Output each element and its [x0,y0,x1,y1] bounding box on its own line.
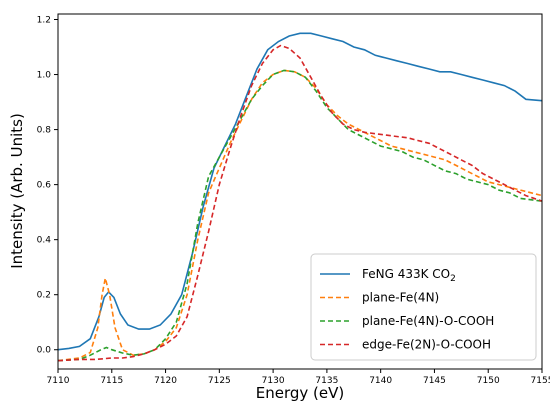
x-tick-label: 7120 [154,376,177,386]
x-tick-label: 7145 [423,376,446,386]
legend-label-1: plane-Fe(4N) [362,291,439,305]
x-tick-label: 7155 [531,376,550,386]
y-tick-label: 1.2 [37,16,51,26]
y-tick-label: 0.6 [37,181,52,191]
x-axis-title: Energy (eV) [256,384,344,402]
series-line-1 [57,69,543,362]
plot-frame [57,13,543,370]
x-tick-label: 7110 [47,376,70,386]
legend-label-2: plane-Fe(4N)-O-COOH [362,314,494,328]
y-tick-label: 0.8 [37,126,52,136]
series-line-2 [57,69,543,362]
series-layer [57,32,543,362]
legend-label-subscript: 2 [450,274,456,284]
series-line-3 [57,44,543,362]
series-line-0 [57,32,543,351]
legend-label-3: edge-Fe(2N)-O-COOH [362,338,491,352]
legend-label-text: FeNG 433K CO [362,267,450,281]
legend-label-text: plane-Fe(4N)-O-COOH [362,314,494,328]
x-tick-label: 7115 [100,376,123,386]
y-tick-label: 0.2 [37,291,51,301]
x-axis-ticks: 7110 7115 7120 7125 7130 7135 7140 7145 7150 7155 [47,369,550,386]
legend-label-text: plane-Fe(4N) [362,291,439,305]
x-tick-label: 7140 [369,376,392,386]
legend-box [310,253,537,361]
y-tick-label: 1.0 [37,71,52,81]
x-tick-label: 7150 [477,376,500,386]
y-axis-ticks: 0.0 0.2 0.4 0.6 0.8 1.0 1.2 [37,16,58,356]
y-tick-label: 0.0 [37,346,52,356]
legend-label-text: edge-Fe(2N)-O-COOH [362,338,491,352]
x-tick-label: 7135 [315,376,338,386]
x-tick-label: 7130 [262,376,285,386]
y-tick-label: 0.4 [37,236,52,246]
legend-label-0: FeNG 433K CO2 [362,267,456,284]
y-axis-title: Intensity (Arb. Units) [8,113,26,269]
legend: FeNG 433K CO2 plane-Fe(4N) plane-Fe(4N)-O-… [310,253,537,361]
x-tick-label: 7125 [208,376,231,386]
